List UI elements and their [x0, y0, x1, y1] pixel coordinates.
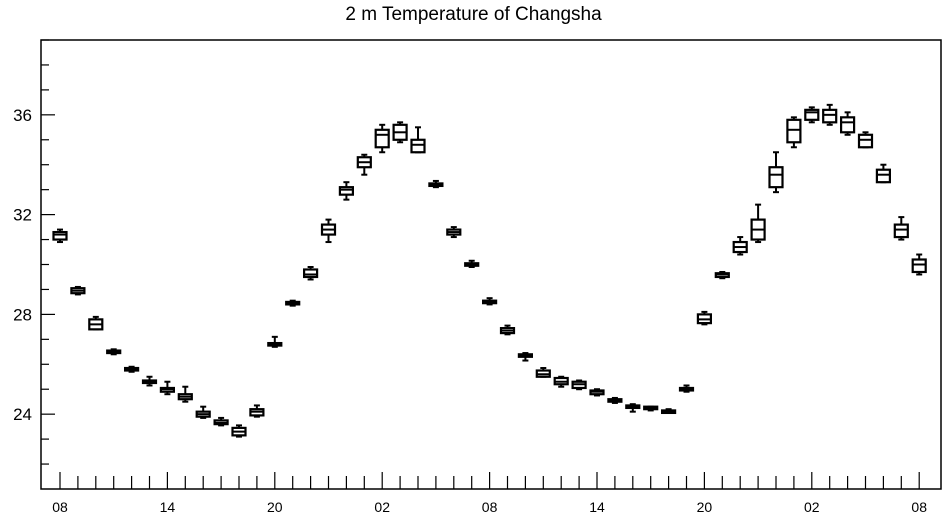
x-tick-label: 08	[52, 499, 68, 515]
box-17	[356, 153, 372, 176]
chart-title: 2 m Temperature of Changsha	[345, 4, 602, 25]
box-body	[786, 118, 802, 144]
y-axis: 24 28 32 36	[13, 39, 55, 465]
box-47	[893, 216, 909, 241]
box-45	[857, 131, 874, 149]
box-body	[303, 268, 319, 279]
box-30	[589, 388, 605, 397]
box-body	[875, 168, 892, 184]
box-15	[320, 218, 337, 244]
box-body	[374, 128, 390, 149]
box-5	[141, 375, 158, 387]
box-31	[607, 396, 623, 404]
x-tick-label: 02	[804, 499, 820, 515]
x-tick-label: 02	[374, 499, 390, 515]
box-28	[553, 375, 569, 388]
box-series	[52, 103, 927, 438]
box-22	[446, 226, 462, 239]
box-20	[410, 126, 426, 154]
y-tick-label: 28	[13, 305, 32, 324]
box-42	[804, 106, 820, 124]
box-11	[249, 404, 265, 418]
box-18	[374, 123, 390, 154]
box-body	[410, 138, 426, 154]
box-36	[696, 310, 713, 326]
box-24	[482, 297, 498, 306]
box-body	[822, 108, 838, 124]
box-25	[499, 324, 516, 336]
x-tick-label: 08	[911, 499, 927, 515]
plot-frame	[40, 39, 942, 490]
box-body	[52, 230, 68, 241]
box-body	[768, 166, 784, 189]
box-7	[177, 385, 193, 403]
box-23	[464, 259, 480, 268]
box-14	[303, 265, 319, 281]
box-body	[804, 108, 820, 121]
box-1	[70, 285, 86, 296]
box-48	[911, 253, 927, 276]
box-19	[392, 121, 408, 144]
box-26	[517, 352, 534, 362]
box-37	[714, 270, 730, 280]
box-32	[625, 403, 641, 413]
box-39	[750, 203, 766, 244]
box-4	[123, 365, 140, 373]
box-body	[911, 258, 927, 274]
x-axis: 08 14 20 02 08 14 20 02 08	[52, 472, 927, 515]
x-tick-label: 20	[697, 499, 713, 515]
x-tick-label: 14	[160, 499, 176, 515]
box-12	[267, 335, 283, 348]
box-9	[213, 416, 229, 427]
box-35	[678, 384, 695, 393]
box-3	[106, 348, 122, 356]
box-40	[768, 151, 784, 194]
box-body	[857, 133, 874, 149]
x-tick-label: 20	[267, 499, 283, 515]
box-29	[571, 379, 587, 391]
x-tick-label: 14	[589, 499, 605, 515]
box-body	[893, 223, 909, 239]
box-43	[822, 103, 838, 126]
box-2	[88, 315, 104, 331]
box-10	[231, 424, 247, 438]
box-46	[875, 163, 892, 184]
box-41	[786, 116, 802, 149]
box-8	[195, 405, 211, 419]
y-tick-label: 32	[13, 206, 32, 225]
box-34	[660, 408, 677, 415]
box-6	[159, 380, 175, 396]
x-tick-label: 08	[482, 499, 498, 515]
box-27	[535, 367, 551, 378]
box-33	[643, 405, 659, 412]
box-body	[338, 186, 354, 196]
box-0	[52, 228, 68, 244]
plot-border	[40, 39, 942, 490]
box-21	[428, 179, 444, 189]
y-tick-label: 36	[13, 106, 32, 125]
box-13	[285, 299, 301, 307]
box-body	[839, 116, 856, 134]
box-44	[839, 111, 856, 136]
y-tick-label: 24	[13, 405, 32, 424]
box-38	[732, 236, 748, 256]
box-16	[338, 181, 354, 201]
